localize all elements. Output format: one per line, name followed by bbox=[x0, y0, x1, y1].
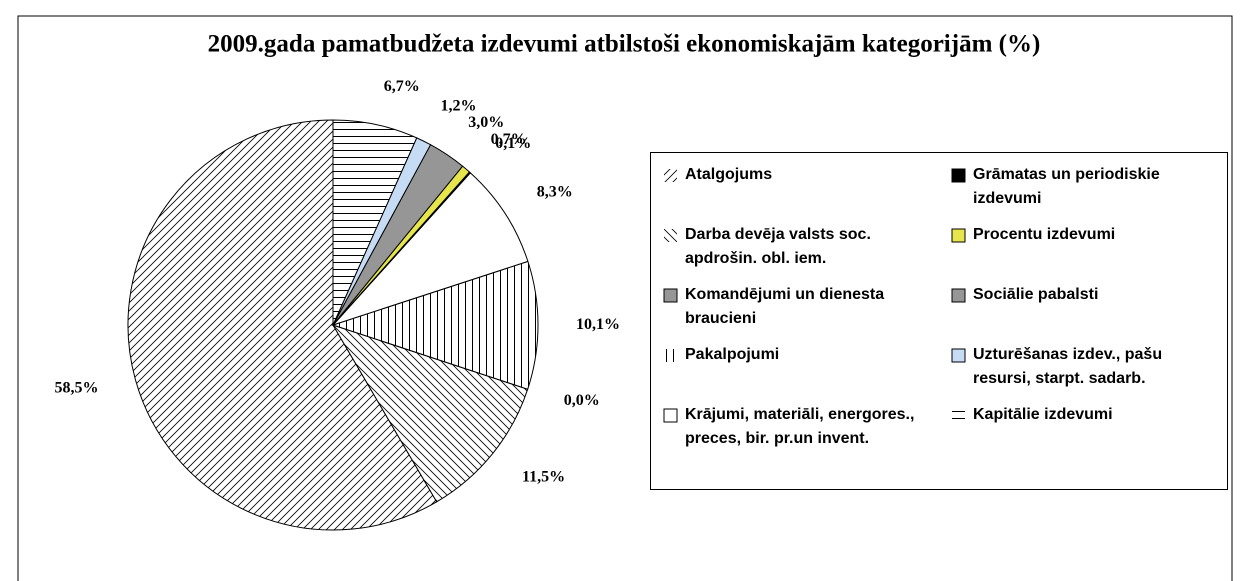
data-label: 0,7% bbox=[491, 131, 527, 148]
legend-swatch bbox=[663, 288, 678, 303]
data-label: 8,3% bbox=[537, 183, 573, 200]
data-label: 0,0% bbox=[564, 392, 600, 409]
legend-swatch-box bbox=[664, 229, 677, 242]
legend-label: Sociālie pabalsti bbox=[973, 286, 1099, 303]
legend-swatch bbox=[951, 228, 966, 243]
legend-swatch bbox=[951, 288, 966, 303]
legend-item: Komandējumi un dienesta braucieni bbox=[657, 283, 927, 331]
legend-label: Krājumi, materiāli, energores., preces, … bbox=[685, 406, 915, 447]
legend-swatch-box bbox=[951, 348, 966, 363]
pie-slice bbox=[331, 324, 529, 503]
data-label: 10,1% bbox=[576, 316, 620, 333]
legend-swatch-box bbox=[664, 349, 677, 362]
legend: Atalgojums Darba devēja valsts soc. apdro… bbox=[650, 152, 1228, 490]
legend-item: Uzturēšanas izdev., pašu resursi, starpt… bbox=[945, 343, 1215, 391]
legend-swatch-box bbox=[664, 169, 677, 182]
legend-label: Grāmatas un periodiskie izdevumi bbox=[973, 166, 1160, 207]
legend-swatch-box bbox=[952, 409, 965, 422]
legend-swatch bbox=[664, 229, 677, 242]
legend-label: Komandējumi un dienesta braucieni bbox=[685, 286, 885, 327]
pie-slice bbox=[331, 260, 539, 390]
legend-label: Uzturēšanas izdev., pašu resursi, starpt… bbox=[973, 346, 1163, 387]
chart-title: 2009.gada pamatbudžeta izdevumi atbilsto… bbox=[208, 31, 1041, 58]
legend-item: Pakalpojumi bbox=[657, 343, 927, 367]
legend-item: Krājumi, materiāli, energores., preces, … bbox=[657, 403, 927, 451]
data-label: 58,5% bbox=[54, 379, 98, 396]
legend-item: Kapitālie izdevumi bbox=[945, 403, 1215, 427]
data-label: 0,1% bbox=[495, 135, 531, 152]
legend-swatch bbox=[951, 348, 966, 363]
pie-slice bbox=[331, 172, 529, 327]
legend-item: Darba devēja valsts soc. apdrošin. obl. … bbox=[657, 223, 927, 271]
legend-swatch-box bbox=[951, 168, 966, 183]
legend-swatch-box bbox=[951, 228, 966, 243]
legend-label: Procentu izdevumi bbox=[973, 226, 1116, 243]
legend-swatch-box bbox=[951, 288, 966, 303]
legend-item: Grāmatas un periodiskie izdevumi bbox=[945, 163, 1215, 211]
legend-swatch-box bbox=[663, 408, 678, 423]
legend-label: Atalgojums bbox=[685, 166, 773, 183]
legend-item: Procentu izdevumi bbox=[945, 223, 1215, 247]
data-label: 3,0% bbox=[468, 114, 504, 131]
data-label: 1,2% bbox=[440, 98, 476, 115]
legend-item: Atalgojums bbox=[657, 163, 927, 187]
legend-swatch-box bbox=[663, 288, 678, 303]
pie-slice bbox=[127, 119, 438, 531]
pie-slice bbox=[332, 119, 418, 326]
legend-swatch bbox=[952, 409, 965, 422]
legend-item: Sociālie pabalsti bbox=[945, 283, 1215, 307]
legend-swatch bbox=[664, 169, 677, 182]
legend-swatch bbox=[663, 408, 678, 423]
legend-swatch bbox=[951, 168, 966, 183]
frame bbox=[17, 15, 1233, 581]
data-label: 11,5% bbox=[522, 468, 565, 485]
legend-label: Pakalpojumi bbox=[685, 346, 780, 363]
legend-label: Kapitālie izdevumi bbox=[973, 406, 1113, 423]
data-label: 6,7% bbox=[384, 78, 420, 95]
legend-label: Darba devēja valsts soc. apdrošin. obl. … bbox=[685, 226, 871, 267]
legend-swatch bbox=[664, 349, 677, 362]
